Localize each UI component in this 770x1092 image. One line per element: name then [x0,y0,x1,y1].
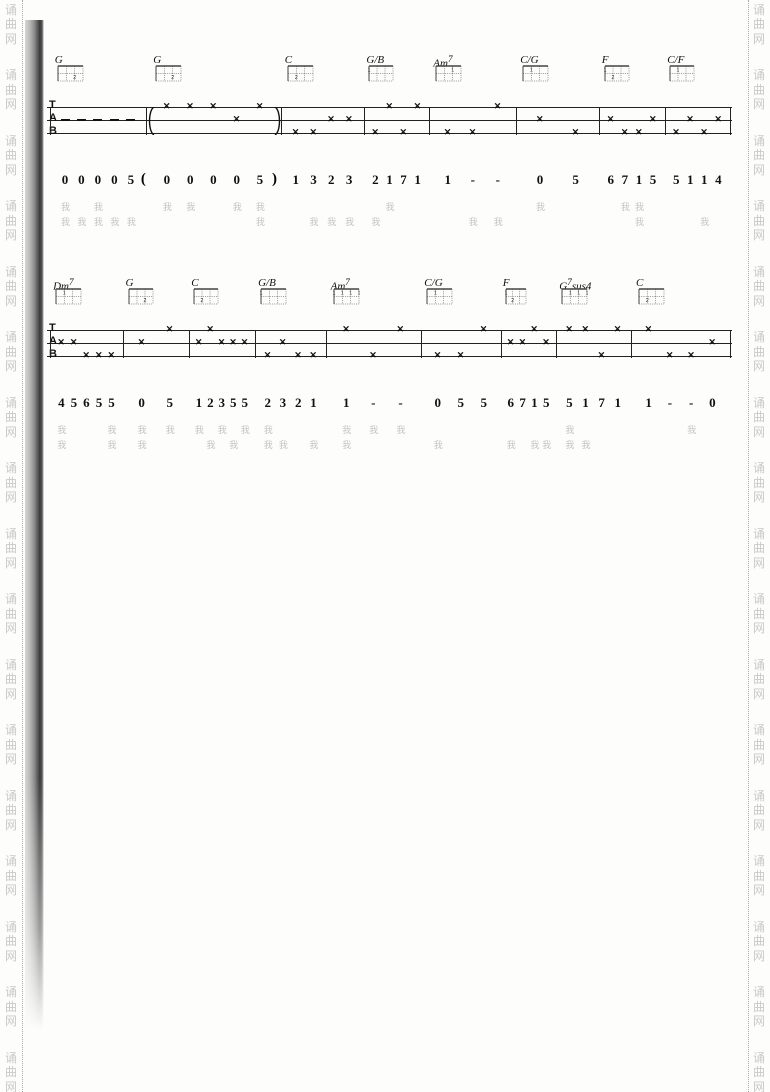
svg-text:1: 1 [260,291,263,297]
svg-text:2: 2 [73,75,76,81]
svg-text:1: 1 [340,291,343,297]
svg-text:2: 2 [143,298,146,304]
svg-text:2: 2 [172,75,175,81]
svg-text:1: 1 [349,291,352,297]
svg-text:1: 1 [677,68,680,74]
svg-text:2: 2 [611,75,614,81]
svg-text:2: 2 [511,298,514,304]
svg-text:1: 1 [604,68,607,74]
svg-text:2: 2 [201,298,204,304]
svg-text:1: 1 [63,291,66,297]
svg-text:1: 1 [505,291,508,297]
svg-text:2: 2 [295,75,298,81]
svg-text:1: 1 [578,291,581,297]
svg-text:1: 1 [368,68,371,74]
svg-text:2: 2 [646,298,649,304]
svg-text:1: 1 [357,291,359,297]
svg-text:1: 1 [333,291,336,297]
svg-text:1: 1 [452,68,455,74]
svg-text:1: 1 [530,68,533,74]
svg-text:1: 1 [569,291,572,297]
svg-text:1: 1 [586,291,588,297]
svg-text:1: 1 [434,291,437,297]
